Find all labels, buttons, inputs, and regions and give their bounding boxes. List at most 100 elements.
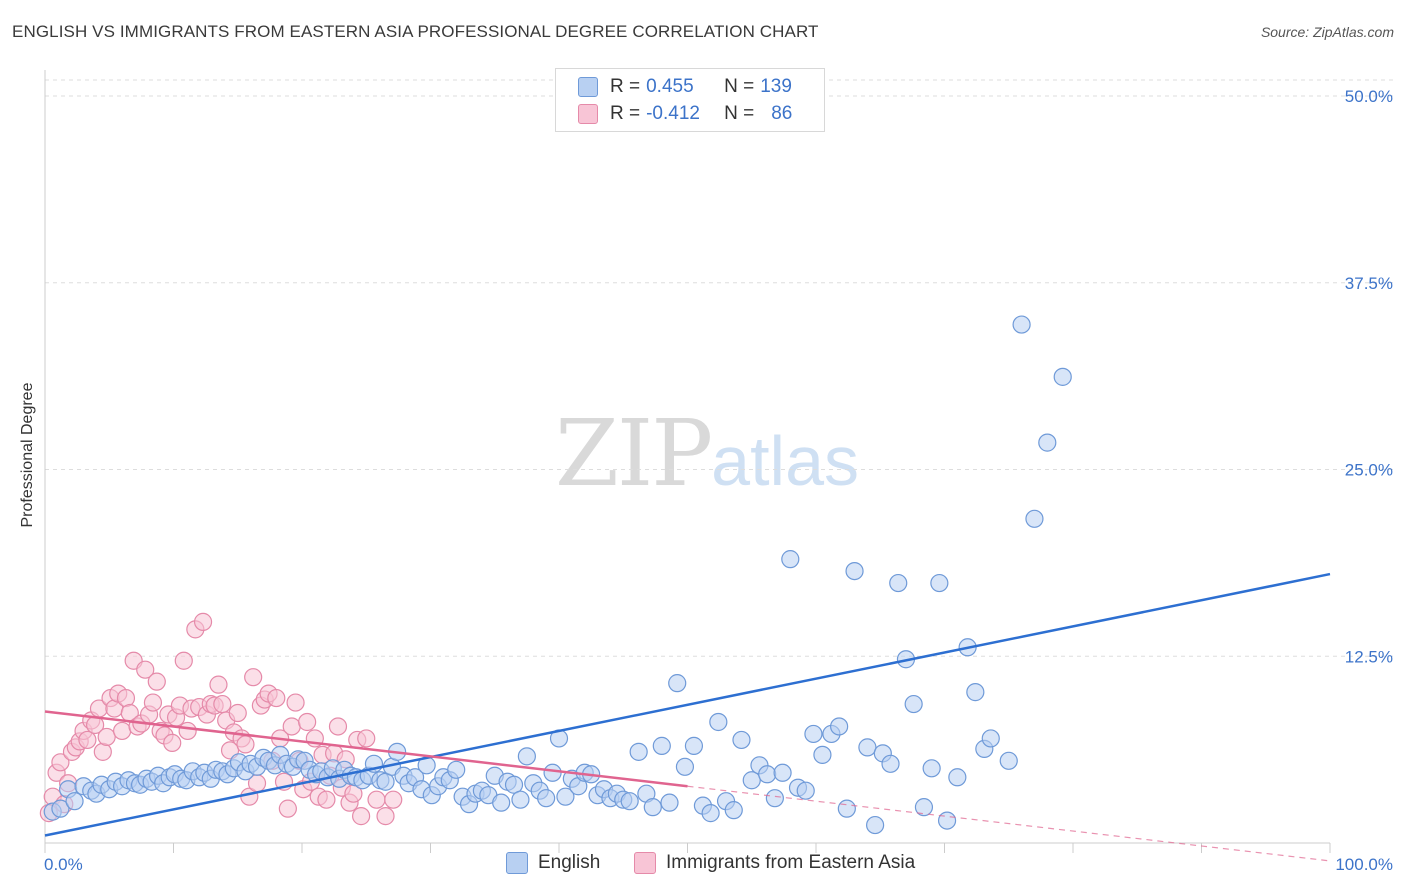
english-point xyxy=(866,815,885,835)
y-tick-label: 12.5% xyxy=(1345,647,1393,666)
english-point xyxy=(937,811,957,830)
immigrants-point xyxy=(244,668,263,687)
english-trend-line xyxy=(44,572,1331,837)
english-points xyxy=(43,315,1072,835)
english-point xyxy=(652,736,671,755)
y-tick-label: 25.0% xyxy=(1345,461,1393,480)
immigrants-point xyxy=(143,693,163,712)
stats-legend: R = 0.455 N = 139 R = -0.412 N = 86 xyxy=(555,68,825,132)
english-point xyxy=(629,742,648,761)
immigrants-point xyxy=(93,742,112,761)
tick-labels: 12.5% 25.0% 37.5% 50.0% 0.0% 100.0% xyxy=(44,87,1393,874)
immigrants-point xyxy=(178,721,197,741)
english-point xyxy=(742,771,761,790)
legend-label-immigrants: Immigrants from Eastern Asia xyxy=(666,852,916,873)
english-point xyxy=(620,792,639,811)
trend-lines xyxy=(44,572,1331,862)
english-point xyxy=(643,798,662,817)
immigrants-point xyxy=(278,799,297,818)
stats-row-immigrants: R = -0.412 N = 86 xyxy=(578,102,792,126)
english-point xyxy=(813,745,832,764)
english-point xyxy=(889,573,908,593)
english-point xyxy=(1012,315,1031,334)
immigrants-point xyxy=(236,735,255,754)
english-point xyxy=(922,759,941,778)
x-tick-label: 0.0% xyxy=(44,855,83,874)
english-point xyxy=(517,747,536,766)
english-point xyxy=(930,573,949,593)
immigrants-point xyxy=(51,753,70,772)
english-point xyxy=(556,787,575,806)
immigrants-point xyxy=(328,717,348,736)
english-point xyxy=(837,799,856,818)
english-point xyxy=(966,683,985,702)
english-point xyxy=(1053,367,1072,386)
immigrants-point xyxy=(286,693,305,712)
immigrants-point xyxy=(317,790,336,809)
english-point xyxy=(904,694,923,714)
english-point xyxy=(1038,433,1057,452)
immigrants-point xyxy=(136,660,155,679)
english-point xyxy=(758,765,777,784)
english-swatch xyxy=(578,77,598,97)
english-point xyxy=(830,717,849,736)
watermark: ZIPatlas xyxy=(555,400,859,507)
immigrants-point xyxy=(163,733,182,753)
immigrants-point xyxy=(282,717,301,736)
immigrants-point xyxy=(384,790,403,809)
immigrants-point xyxy=(174,651,193,670)
immigrants-point xyxy=(147,672,166,691)
english-legend-swatch xyxy=(506,852,528,874)
english-point xyxy=(858,738,877,757)
y-axis-label: Professional Degree xyxy=(19,382,36,528)
immigrants-point xyxy=(367,790,386,809)
english-point xyxy=(668,674,687,693)
english-point xyxy=(447,760,466,779)
immigrants-point xyxy=(78,730,97,750)
english-point xyxy=(881,754,900,773)
immigrants-point xyxy=(209,675,228,694)
english-point xyxy=(724,801,743,820)
english-point xyxy=(660,793,679,812)
immigrants-trend-line xyxy=(44,710,688,788)
english-point xyxy=(796,781,815,800)
x-tick-label: 100.0% xyxy=(1335,855,1393,874)
english-point xyxy=(511,790,530,809)
immigrants-point xyxy=(352,807,371,826)
n-label: N = xyxy=(724,103,755,124)
grid-lines xyxy=(45,79,1395,657)
r-label: R = xyxy=(610,103,641,124)
english-point xyxy=(765,789,784,808)
immigrants-point xyxy=(213,694,232,714)
immigrants-point xyxy=(116,688,136,708)
y-axis-label-wrap: Professional Degree xyxy=(16,330,40,580)
english-point xyxy=(543,763,562,782)
english-point xyxy=(804,724,823,744)
english-point xyxy=(781,550,800,569)
series-legend: English Immigrants from Eastern Asia xyxy=(0,852,1406,878)
english-point xyxy=(914,798,934,817)
english-point xyxy=(684,736,704,755)
english-point xyxy=(1025,509,1044,528)
legend-item-english: English xyxy=(506,852,600,874)
english-point xyxy=(65,792,84,811)
english-point xyxy=(537,789,556,808)
english-point xyxy=(948,768,967,787)
english-point xyxy=(732,730,751,750)
english-point xyxy=(51,799,70,818)
y-tick-label: 37.5% xyxy=(1345,274,1393,293)
n-value: 86 xyxy=(771,103,793,124)
immigrants-point xyxy=(97,727,116,747)
axes xyxy=(44,70,1331,853)
english-point xyxy=(999,751,1018,770)
immigrants-trend-extension xyxy=(687,785,1331,862)
immigrants-point xyxy=(376,807,395,826)
english-point xyxy=(675,757,695,776)
stats-row-english: R = 0.455 N = 139 xyxy=(578,75,792,99)
n-value: 139 xyxy=(760,76,792,97)
immigrants-points xyxy=(39,612,403,826)
r-label: R = xyxy=(610,76,641,97)
immigrants-legend-swatch xyxy=(634,852,656,874)
r-value: 0.455 xyxy=(646,76,694,97)
